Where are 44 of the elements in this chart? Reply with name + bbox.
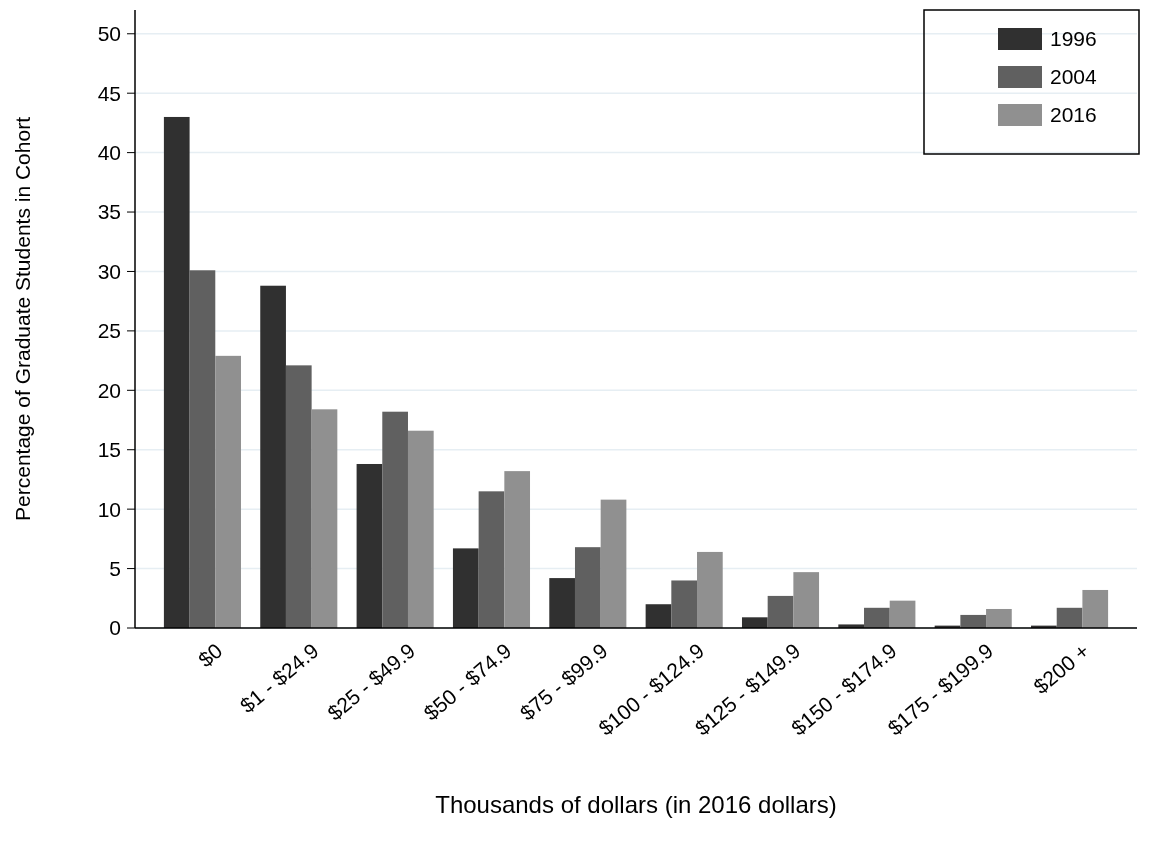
bar [215,355,241,628]
bar [671,580,698,628]
bar [1082,589,1109,628]
y-tick-label: 15 [97,438,121,462]
x-tick-label: $0 [193,638,227,672]
y-tick-label: 25 [97,319,121,343]
bar [452,548,479,628]
bar [311,409,338,628]
bar [889,600,916,628]
y-tick-label: 45 [97,81,121,105]
y-tick-label: 5 [109,556,121,580]
y-tick-label: 50 [97,22,121,46]
y-tick-label: 10 [97,497,121,521]
bar [767,595,794,628]
bar [960,614,987,628]
bar [504,471,531,628]
bar [600,499,627,628]
bar [285,365,312,628]
y-tick-label: 20 [97,378,121,402]
y-tick-label: 30 [97,259,121,283]
bar [645,604,672,628]
x-axis-title: Thousands of dollars (in 2016 dollars) [435,791,837,818]
bar [356,463,383,628]
bar [407,430,434,628]
bar [163,116,190,628]
legend-label: 2016 [1050,103,1097,127]
bar [864,607,890,628]
y-tick-label: 35 [97,200,121,224]
legend-label: 1996 [1050,27,1097,51]
bar [1056,607,1083,628]
bar [382,411,408,628]
bar [549,578,575,628]
y-axis-title: Percentage of Graduate Students in Cohort [11,116,34,521]
bar [189,270,216,628]
legend-label: 2004 [1050,65,1098,89]
bar [697,551,723,628]
bar [574,547,601,628]
bar [793,572,820,628]
y-tick-label: 0 [109,616,121,640]
bar [986,608,1012,628]
bar [260,285,286,628]
bar [741,617,768,628]
y-tick-label: 40 [97,140,121,164]
bar [478,491,505,628]
